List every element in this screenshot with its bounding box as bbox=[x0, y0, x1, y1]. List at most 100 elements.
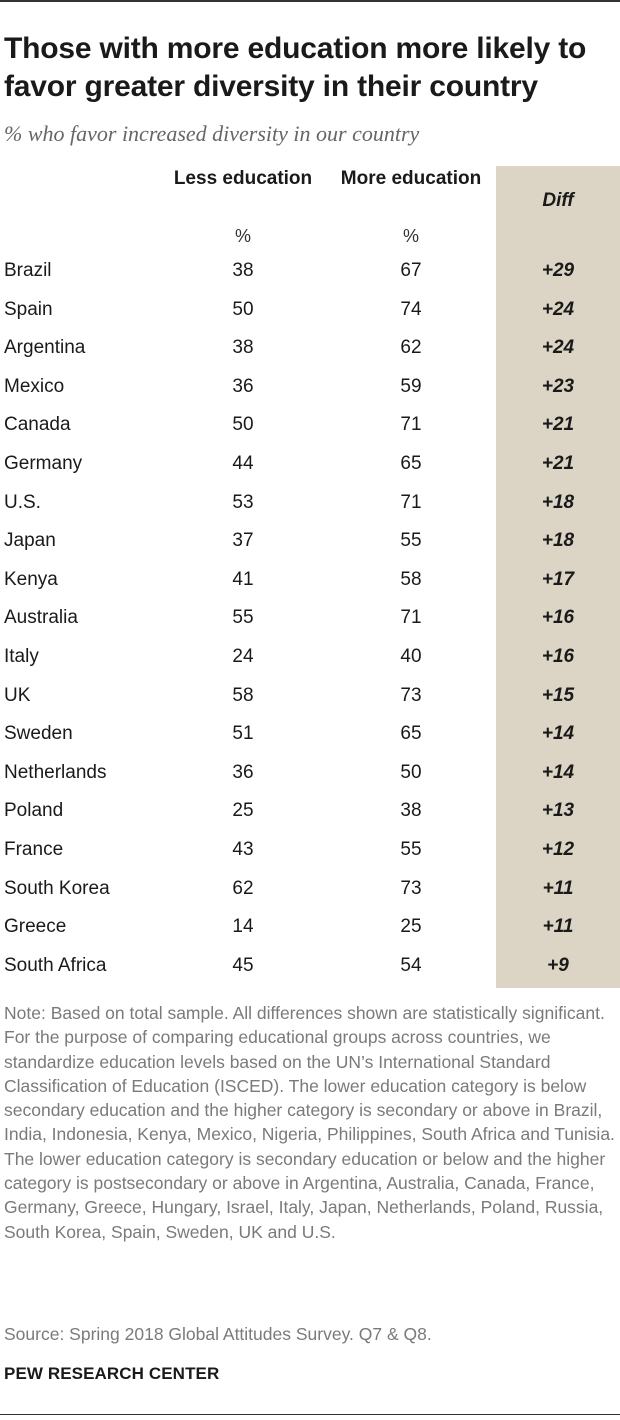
country-label: Kenya bbox=[4, 568, 58, 590]
table-row: Poland 25 38 +13 bbox=[0, 792, 620, 831]
country-label: Brazil bbox=[4, 260, 52, 281]
diff-value: +24 bbox=[541, 298, 575, 320]
more-education-value: 54 bbox=[400, 954, 422, 976]
country-label: Poland bbox=[4, 800, 64, 822]
country-label: UK bbox=[4, 684, 31, 706]
diff-value: +14 bbox=[541, 761, 575, 783]
country-label: Mexico bbox=[4, 375, 65, 397]
table-row: Germany 44 65 +21 bbox=[0, 445, 620, 484]
diff-value: +11 bbox=[542, 916, 574, 938]
less-education-value: 50 bbox=[232, 414, 254, 436]
less-education-value: 51 bbox=[232, 723, 254, 745]
table-row: Argentina 38 62 +24 bbox=[0, 329, 620, 368]
table-row: Kenya 41 58 +17 bbox=[0, 561, 620, 600]
diff-value: +29 bbox=[541, 260, 575, 281]
less-education-value: 37 bbox=[232, 530, 254, 552]
more-education-value: 50 bbox=[400, 761, 422, 783]
table-row: Spain 50 74 +24 bbox=[0, 291, 620, 330]
diff-column-background bbox=[496, 166, 620, 988]
table-row: France 43 55 +12 bbox=[0, 831, 620, 870]
table-row: Mexico 36 59 +23 bbox=[0, 368, 620, 407]
more-education-value: 67 bbox=[400, 260, 422, 281]
more-education-value: 73 bbox=[400, 684, 422, 706]
diff-value: +12 bbox=[541, 838, 575, 860]
more-education-value: 55 bbox=[400, 838, 422, 860]
table-row: South Africa 45 54 +9 bbox=[0, 947, 620, 986]
country-label: Spain bbox=[4, 298, 53, 320]
more-education-value: 62 bbox=[400, 337, 422, 359]
diff-value: +17 bbox=[541, 568, 575, 590]
less-education-value: 55 bbox=[232, 607, 254, 629]
diff-value: +18 bbox=[541, 491, 575, 513]
more-education-value: 71 bbox=[400, 607, 422, 629]
table-row: Netherlands 36 50 +14 bbox=[0, 754, 620, 793]
diff-value: +24 bbox=[541, 337, 575, 359]
country-label: Australia bbox=[4, 607, 78, 629]
table-row: U.S. 53 71 +18 bbox=[0, 484, 620, 523]
header-more-education: More education bbox=[340, 168, 482, 189]
diff-value: +13 bbox=[541, 800, 575, 822]
more-education-value: 40 bbox=[400, 645, 422, 667]
table-row: Greece 14 25 +11 bbox=[0, 908, 620, 947]
diff-value: +11 bbox=[542, 877, 574, 899]
less-education-value: 58 bbox=[232, 684, 254, 706]
more-education-value: 65 bbox=[400, 452, 422, 474]
less-education-value: 14 bbox=[232, 916, 254, 938]
table-row: Canada 50 71 +21 bbox=[0, 406, 620, 445]
table-row: Sweden 51 65 +14 bbox=[0, 715, 620, 754]
top-rule bbox=[0, 0, 620, 2]
table-row: Australia 55 71 +16 bbox=[0, 599, 620, 638]
country-label: Japan bbox=[4, 530, 56, 552]
less-education-value: 45 bbox=[232, 954, 254, 976]
chart-subtitle: % who favor increased diversity in our c… bbox=[4, 121, 420, 146]
country-label: Italy bbox=[4, 645, 39, 667]
diff-value: +9 bbox=[547, 954, 569, 976]
less-education-value: 62 bbox=[232, 877, 254, 899]
less-education-value: 38 bbox=[232, 337, 254, 359]
more-education-value: 59 bbox=[400, 375, 422, 397]
table-row: South Korea 62 73 +11 bbox=[0, 870, 620, 909]
source-line: Source: Spring 2018 Global Attitudes Sur… bbox=[4, 1324, 432, 1344]
more-education-value: 73 bbox=[400, 877, 422, 899]
more-education-value: 38 bbox=[400, 800, 422, 822]
more-education-value: 58 bbox=[400, 568, 422, 590]
unit-label-more: % bbox=[402, 226, 419, 246]
unit-label-less: % bbox=[234, 226, 251, 246]
diff-value: +18 bbox=[541, 530, 575, 552]
diff-value: +23 bbox=[541, 375, 575, 397]
country-label: Netherlands bbox=[4, 761, 107, 783]
country-label: South Korea bbox=[4, 877, 110, 899]
country-label: Sweden bbox=[4, 723, 73, 745]
data-table: Brazil 38 67 +29 Spain 50 74 +24 Argentina 38 62 +2… bbox=[0, 252, 620, 985]
less-education-value: 41 bbox=[232, 568, 254, 590]
more-education-value: 71 bbox=[400, 414, 422, 436]
less-education-value: 53 bbox=[232, 491, 254, 513]
table-row: Italy 24 40 +16 bbox=[0, 638, 620, 677]
country-label: Argentina bbox=[4, 337, 86, 359]
header-less-education: Less education bbox=[173, 168, 313, 189]
diff-value: +21 bbox=[541, 452, 575, 474]
country-label: Germany bbox=[4, 452, 83, 474]
pew-brand: PEW RESEARCH CENTER bbox=[4, 1364, 220, 1383]
more-education-value: 71 bbox=[400, 491, 422, 513]
more-education-value: 74 bbox=[400, 298, 422, 320]
bottom-rule bbox=[0, 1414, 620, 1415]
more-education-value: 25 bbox=[400, 916, 422, 938]
less-education-value: 50 bbox=[232, 298, 254, 320]
country-label: Greece bbox=[4, 916, 67, 938]
diff-value: +14 bbox=[541, 723, 575, 745]
diff-value: +15 bbox=[541, 684, 575, 706]
diff-value: +16 bbox=[541, 645, 575, 667]
table-row: Brazil 38 67 +29 bbox=[0, 252, 620, 291]
country-label: South Africa bbox=[4, 954, 107, 976]
less-education-value: 36 bbox=[232, 375, 254, 397]
diff-value: +16 bbox=[541, 607, 575, 629]
table-row: UK 58 73 +15 bbox=[0, 677, 620, 716]
more-education-value: 55 bbox=[400, 530, 422, 552]
footnote: Note: Based on total sample. All differe… bbox=[4, 1003, 615, 1242]
less-education-value: 44 bbox=[232, 452, 254, 474]
less-education-value: 36 bbox=[232, 761, 254, 783]
country-label: France bbox=[4, 838, 64, 860]
more-education-value: 65 bbox=[400, 723, 422, 745]
less-education-value: 24 bbox=[232, 645, 254, 667]
